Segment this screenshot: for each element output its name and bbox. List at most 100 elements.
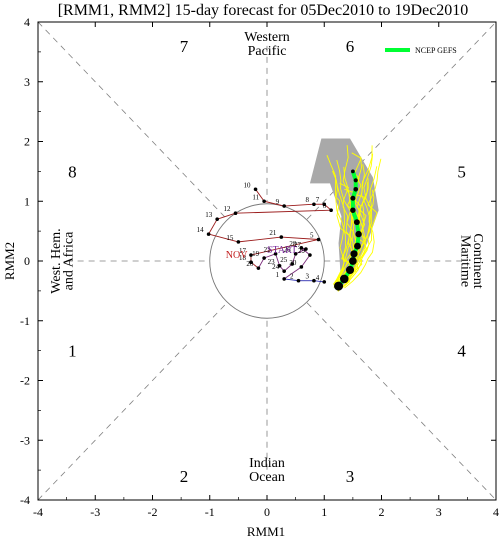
region-label-bottom: Indian — [249, 456, 285, 471]
ensemble-mean-point — [349, 257, 357, 265]
observed-day-label-15: 15 — [226, 234, 234, 242]
observed-day-point — [233, 211, 238, 215]
ensemble-mean-point — [354, 242, 361, 250]
observed-day-point — [312, 202, 316, 207]
observed-day-label-19: 19 — [252, 250, 260, 258]
ensemble-mean-point — [334, 281, 344, 291]
observed-day-point — [296, 278, 301, 283]
observed-day-point — [277, 263, 282, 268]
observed-track-segment — [255, 189, 265, 202]
divider-diagonal-sw — [37, 302, 228, 501]
observed-day-point — [282, 269, 286, 273]
ensemble-mean-point — [351, 169, 355, 174]
observed-day-label-9: 9 — [276, 198, 280, 206]
observed-day-point — [253, 187, 258, 192]
observed-day-point — [282, 204, 286, 208]
marker-label-start: START — [267, 245, 297, 256]
x-tick-label: 1 — [321, 505, 327, 519]
observed-day-label-4: 4 — [316, 274, 320, 282]
ensemble-mean-point — [355, 230, 362, 238]
observed-day-point — [293, 252, 298, 256]
ensemble-member-track — [337, 194, 367, 292]
y-tick-label: 1 — [24, 194, 30, 208]
observed-day-label-28: 28 — [289, 240, 297, 248]
observed-day-label-25: 25 — [280, 256, 288, 264]
observed-day-point — [282, 277, 286, 281]
y-tick-label: 3 — [24, 75, 30, 89]
observed-track-segment — [264, 200, 285, 207]
x-axis-label: RMM1 — [247, 524, 285, 539]
ensemble-mean-point — [350, 195, 356, 201]
observed-day-label-29: 29 — [298, 247, 306, 255]
observed-day-point — [312, 278, 316, 283]
observed-day-label-12: 12 — [224, 205, 232, 213]
observed-day-label-5: 5 — [310, 231, 314, 239]
observed-day-label-17: 17 — [239, 247, 247, 255]
region-label-top: Pacific — [248, 44, 287, 59]
observed-day-point — [308, 253, 312, 257]
observed-day-point — [262, 256, 266, 260]
ensemble-mean-point — [350, 250, 358, 258]
phase-number-6: 6 — [346, 37, 355, 56]
phase-number-5: 5 — [457, 162, 466, 181]
ensemble-member-track — [334, 175, 350, 286]
x-tick-label: 4 — [493, 505, 499, 519]
observed-day-label-26: 26 — [284, 246, 292, 254]
ensemble-mean-point — [353, 219, 360, 226]
y-tick-label: -3 — [20, 433, 30, 447]
observed-day-label-1: 1 — [276, 271, 280, 279]
observed-day-point — [206, 232, 211, 236]
observed-track-segment — [250, 239, 319, 256]
observed-day-label-2: 2 — [290, 273, 294, 281]
phase-number-4: 4 — [457, 342, 466, 361]
observed-day-point — [262, 199, 266, 204]
observed-day-point — [290, 262, 294, 266]
x-tick-label: -4 — [33, 505, 43, 519]
region-label-bottom: Ocean — [249, 470, 285, 485]
phase-number-2: 2 — [180, 467, 189, 486]
x-tick-label: -3 — [90, 505, 100, 519]
phase-number-3: 3 — [346, 467, 355, 486]
divider-diagonal-se — [306, 302, 497, 501]
observed-day-label-10: 10 — [244, 181, 252, 189]
x-tick-label: 3 — [436, 505, 442, 519]
observed-track-segment — [208, 218, 218, 235]
observed-day-label-14: 14 — [197, 226, 205, 234]
y-tick-label: 2 — [24, 135, 30, 149]
region-label-right: Continent — [470, 233, 485, 288]
ensemble-mean-point — [353, 178, 358, 183]
observed-day-point — [329, 208, 333, 213]
ensemble-mean-point — [340, 274, 349, 284]
observed-day-point — [322, 202, 327, 207]
observed-day-point — [322, 280, 327, 284]
observed-day-label-18: 18 — [239, 254, 247, 262]
observed-day-point — [249, 253, 253, 257]
observed-track-segment — [258, 257, 265, 269]
observed-day-label-22: 22 — [264, 246, 272, 254]
y-tick-label: -4 — [20, 493, 30, 507]
observed-day-point — [279, 235, 284, 239]
phase-number-7: 7 — [180, 37, 189, 56]
observed-day-label-8: 8 — [305, 196, 309, 204]
observed-track-segment — [235, 209, 332, 214]
phase-number-8: 8 — [68, 162, 77, 181]
marker-label-nov: NOV — [226, 250, 248, 261]
observed-track-segment — [284, 203, 314, 207]
legend-label-ncep-gefs: NCEP GEFS — [415, 46, 457, 55]
ensemble-member-track — [344, 189, 375, 289]
region-label-right: Maritime — [458, 235, 473, 287]
y-tick-label: 0 — [24, 254, 30, 268]
x-tick-label: 2 — [379, 505, 385, 519]
region-label-top: Western — [244, 30, 290, 45]
observed-track-segment — [208, 233, 239, 243]
x-tick-label: -2 — [148, 505, 158, 519]
ensemble-mean-point — [350, 207, 356, 213]
observed-day-point — [273, 252, 278, 256]
ensemble-mean-point — [353, 187, 359, 192]
observed-day-point — [299, 246, 304, 250]
phase-number-1: 1 — [68, 342, 77, 361]
y-tick-label: -1 — [20, 314, 30, 328]
divider-diagonal-nw — [37, 21, 228, 220]
